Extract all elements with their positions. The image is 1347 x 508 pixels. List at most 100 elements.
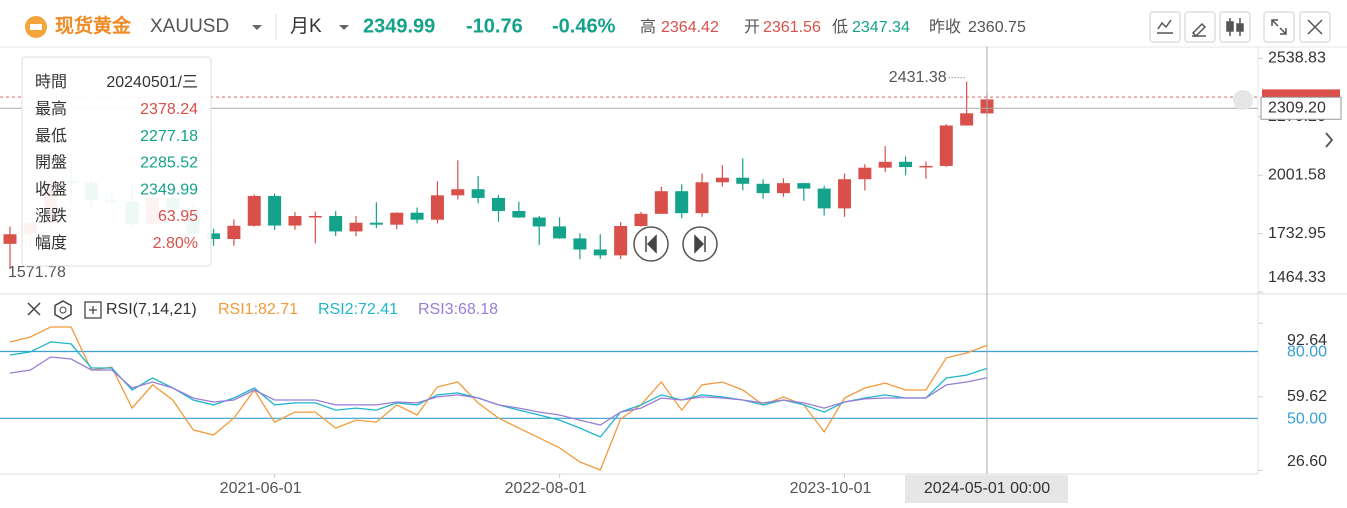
change: -10.76 xyxy=(466,15,523,37)
price: 2349.99 xyxy=(363,15,435,37)
settings-indicator xyxy=(59,306,67,314)
tooltip-label: 最高 xyxy=(35,100,67,118)
candle-body xyxy=(410,212,424,220)
candle-body xyxy=(776,183,790,194)
y-tick-label: 1464.33 xyxy=(1268,269,1326,286)
candle-body xyxy=(838,179,852,209)
prev-icon xyxy=(645,234,657,254)
fullscreen-icon xyxy=(1271,19,1287,35)
candle-body xyxy=(573,238,587,250)
candle-body xyxy=(614,225,628,256)
symbol-dropdown[interactable] xyxy=(252,25,262,30)
candle-body xyxy=(288,215,302,226)
candle-body xyxy=(471,189,485,198)
candle-body xyxy=(858,167,872,180)
y-tick-label: 92.64 xyxy=(1287,332,1327,349)
candle-body xyxy=(369,222,383,225)
candle-body xyxy=(960,113,974,126)
y-tick-label: 1732.95 xyxy=(1268,225,1326,242)
toolbar xyxy=(1149,11,1331,43)
period-dropdown[interactable] xyxy=(339,25,349,30)
high-marker-label: 2431.38 xyxy=(889,69,947,86)
close-button[interactable] xyxy=(1299,11,1331,43)
fullscreen-button[interactable] xyxy=(1263,11,1295,43)
chart-type-button[interactable] xyxy=(1219,11,1251,43)
tooltip-value: 2378.24 xyxy=(140,101,198,118)
tooltip xyxy=(21,56,212,267)
symbol[interactable]: XAUUSD xyxy=(150,16,229,37)
y-tick-label: 2001.58 xyxy=(1268,166,1326,183)
level-label: 50.00 xyxy=(1287,411,1327,428)
legend-entry: RSI3:68.18 xyxy=(418,301,498,318)
stat-label: 低 xyxy=(832,18,848,36)
add-indicator[interactable] xyxy=(84,301,102,319)
indicator-icon xyxy=(1157,19,1173,34)
candle-body xyxy=(268,195,282,226)
candle-body xyxy=(939,125,953,166)
candle-body xyxy=(593,249,607,256)
overlay: RSI(7,14,21) RSI1:82.71 RSI2:72.41 RSI3:68… xyxy=(21,56,1334,320)
candle-body xyxy=(349,222,363,232)
stat-value: 2364.42 xyxy=(661,19,719,36)
y-tick-label: 26.60 xyxy=(1287,453,1327,470)
tooltip-label: 最低 xyxy=(35,127,67,145)
crosshair-time-tag xyxy=(905,475,1068,503)
candle-body xyxy=(207,233,221,240)
stat-value: 2361.56 xyxy=(763,19,821,36)
draw-button[interactable] xyxy=(1184,11,1216,43)
remove-indicator[interactable] xyxy=(27,302,41,316)
low-marker-label: 1571.78 xyxy=(8,264,66,281)
close-icon xyxy=(1307,19,1323,35)
candle-body xyxy=(634,213,648,226)
scroll-right[interactable] xyxy=(1325,132,1334,148)
period[interactable]: 月K xyxy=(290,16,322,37)
candle-body xyxy=(3,234,17,244)
gold-bar xyxy=(30,24,42,30)
indicator-title: RSI(7,14,21) xyxy=(106,301,197,318)
candle-body xyxy=(247,195,261,226)
x-tick-label: 2021-06-01 xyxy=(220,480,302,497)
candle-body xyxy=(451,189,465,196)
candle-body xyxy=(390,212,404,225)
next-icon xyxy=(694,234,706,254)
crosshair-price-label: 2309.20 xyxy=(1268,99,1326,116)
x-tick-label: 2022-08-01 xyxy=(505,480,587,497)
candle-body xyxy=(817,188,831,209)
crosshair-price-tag xyxy=(1260,96,1342,120)
candle-body xyxy=(695,182,709,214)
level-label: 80.00 xyxy=(1287,344,1327,361)
tooltip-value: 20240501/三 xyxy=(106,74,198,91)
tooltip-label: 漲跌 xyxy=(35,207,67,225)
legend-entry: RSI1:82.71 xyxy=(218,301,298,318)
tooltip-label: 幅度 xyxy=(35,234,67,252)
crosshair-time-label: 2024-05-01 00:00 xyxy=(924,480,1050,497)
candle-body xyxy=(227,225,241,240)
chart-type-icon xyxy=(1226,21,1234,32)
candle-body xyxy=(919,165,933,168)
alert-bell[interactable] xyxy=(1233,90,1253,110)
candle-body xyxy=(756,183,770,194)
stat-value: 2360.75 xyxy=(968,19,1026,36)
tooltip-value: 63.95 xyxy=(158,208,198,225)
draw-icon xyxy=(1191,22,1207,38)
candle-body xyxy=(878,161,892,168)
indicator-button[interactable] xyxy=(1149,11,1181,43)
stat-label: 开 xyxy=(744,19,760,36)
legend-entry: RSI2:72.41 xyxy=(318,301,398,318)
candle-body xyxy=(736,177,750,184)
rsi-line xyxy=(9,356,988,426)
tooltip-label: 開盤 xyxy=(35,154,67,172)
candle-body xyxy=(899,161,913,168)
rsi-line xyxy=(9,326,988,471)
x-tick-label: 2023-10-01 xyxy=(790,480,872,497)
settings-indicator[interactable] xyxy=(54,300,72,320)
candle-body xyxy=(715,177,729,183)
candle-body xyxy=(329,215,343,232)
candle-body xyxy=(675,191,689,214)
candle-body xyxy=(532,217,546,227)
instrument-name[interactable]: 现货黄金 xyxy=(55,14,132,37)
chart-type-icon xyxy=(1236,23,1244,32)
stat-label: 昨收 xyxy=(929,18,961,36)
